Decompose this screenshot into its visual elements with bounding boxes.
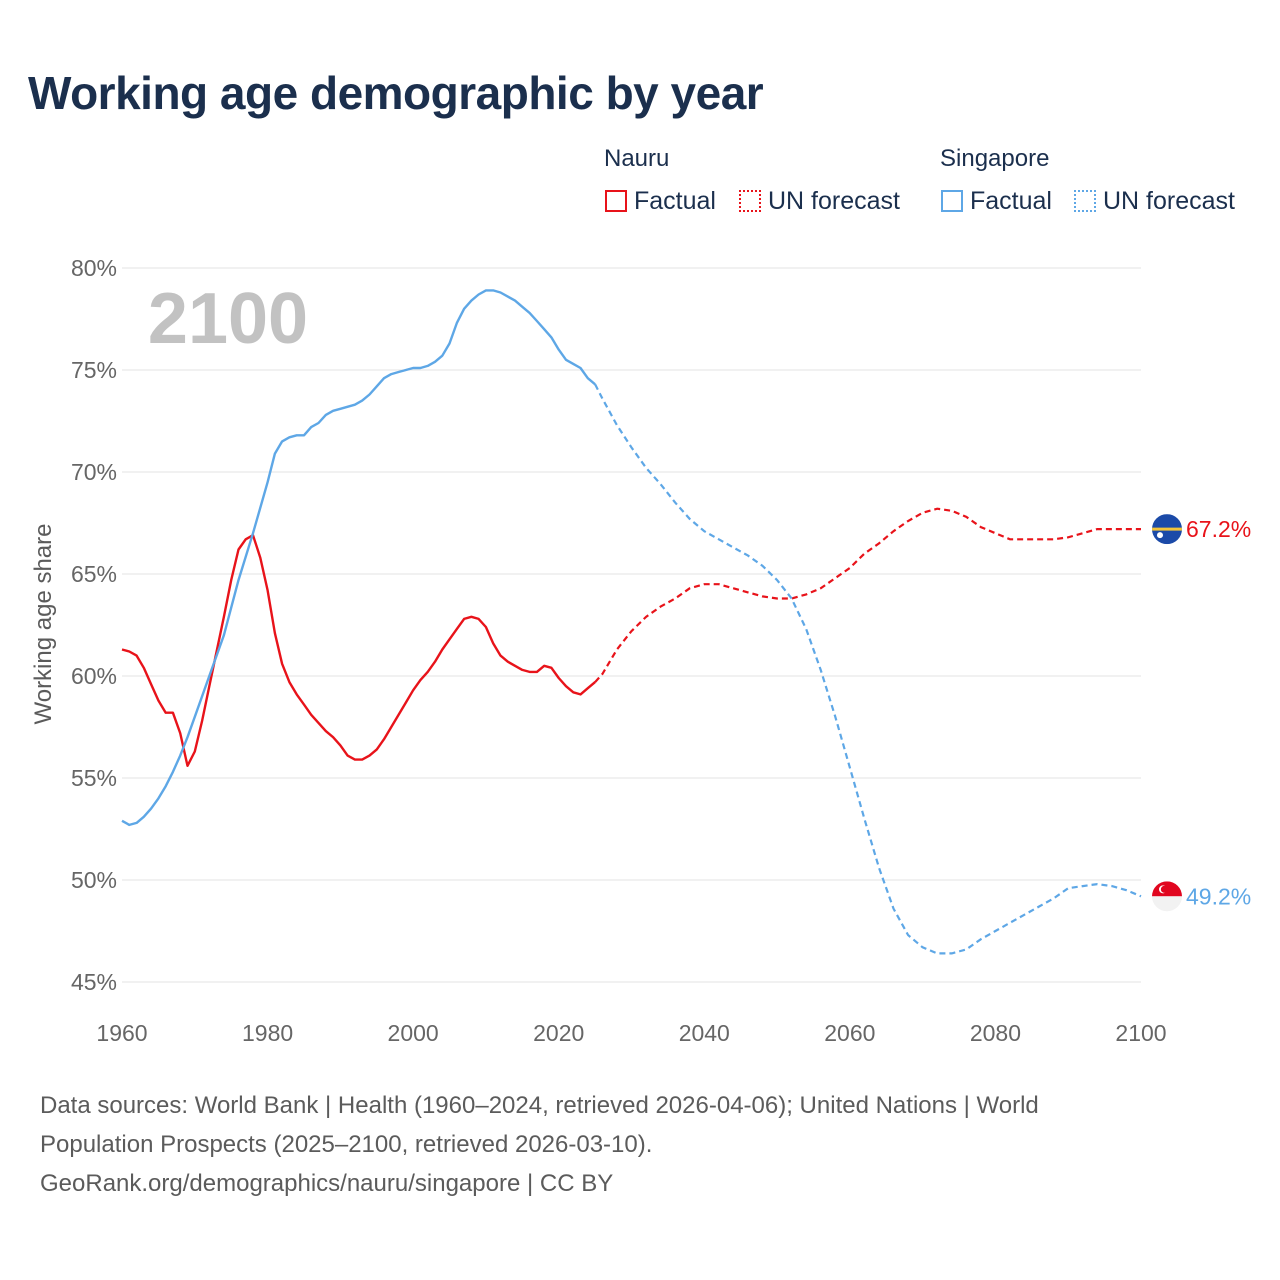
legend-label: Factual [634, 186, 716, 215]
data-sources: Data sources: World Bank | Health (1960–… [40, 1086, 1160, 1203]
singapore-factual-line[interactable] [121, 289, 596, 827]
legend-label: UN forecast [768, 186, 900, 215]
x-tick-label: 2020 [533, 1020, 584, 1046]
legend-label: UN forecast [1103, 186, 1235, 215]
line-chart: 45% 50% 55% 60% 65% 70% 75% 80% 1960 1980 2000 202… [30, 255, 1251, 1046]
legend-swatch-solid [605, 190, 627, 212]
sources-link[interactable]: GeoRank.org/demographics/nauru/singapore… [40, 1170, 614, 1197]
x-tick-label: 1960 [96, 1020, 147, 1046]
x-tick-label: 2000 [388, 1020, 439, 1046]
legend-group-singapore: Singapore [940, 145, 1050, 172]
legend-swatch-dotted [1074, 190, 1096, 212]
nauru-end-label: 67.2% [1186, 516, 1251, 542]
y-axis-label: Working age share [30, 524, 57, 725]
end-markers: 67.2% 49.2% [1152, 514, 1251, 912]
legend-swatch-solid [941, 190, 963, 212]
singapore-flag-icon [1152, 881, 1182, 912]
x-tick-label: 2040 [679, 1020, 730, 1046]
singapore-end-label: 49.2% [1186, 883, 1251, 909]
y-tick-label: 45% [71, 969, 117, 995]
y-tick-label: 70% [71, 459, 117, 485]
legend-singapore-factual[interactable]: Factual [941, 186, 1052, 216]
gridlines [122, 267, 1141, 983]
chart-title: Working age demographic by year [28, 67, 764, 119]
legend-swatch-dotted [739, 190, 761, 212]
sources-line-2: Population Prospects (2025–2100, retriev… [40, 1131, 653, 1158]
y-axis-ticks: 45% 50% 55% 60% 65% 70% 75% 80% [71, 255, 117, 995]
y-tick-label: 65% [71, 561, 117, 587]
year-watermark: 2100 [148, 279, 308, 359]
y-tick-label: 60% [71, 663, 117, 689]
x-tick-label: 2100 [1115, 1020, 1166, 1046]
series-lines [121, 289, 1142, 955]
y-tick-label: 55% [71, 765, 117, 791]
y-tick-label: 50% [71, 867, 117, 893]
legend-nauru-forecast[interactable]: UN forecast [739, 186, 900, 216]
legend-label: Factual [970, 186, 1052, 215]
nauru-forecast-line[interactable] [594, 507, 1141, 683]
legend-group-nauru: Nauru [604, 145, 670, 172]
legend-nauru-factual[interactable]: Factual [605, 186, 716, 216]
x-axis-ticks: 1960 1980 2000 2020 2040 2060 2080 2100 [96, 1020, 1166, 1046]
x-tick-label: 1980 [242, 1020, 293, 1046]
x-tick-label: 2060 [824, 1020, 875, 1046]
sources-line-1: Data sources: World Bank | Health (1960–… [40, 1092, 1039, 1119]
nauru-flag-icon [1152, 514, 1182, 545]
nauru-factual-line[interactable] [121, 534, 596, 767]
x-tick-label: 2080 [970, 1020, 1021, 1046]
y-tick-label: 80% [71, 255, 117, 281]
y-tick-label: 75% [71, 357, 117, 383]
legend-singapore-forecast[interactable]: UN forecast [1074, 186, 1235, 216]
singapore-forecast-line[interactable] [594, 383, 1142, 955]
